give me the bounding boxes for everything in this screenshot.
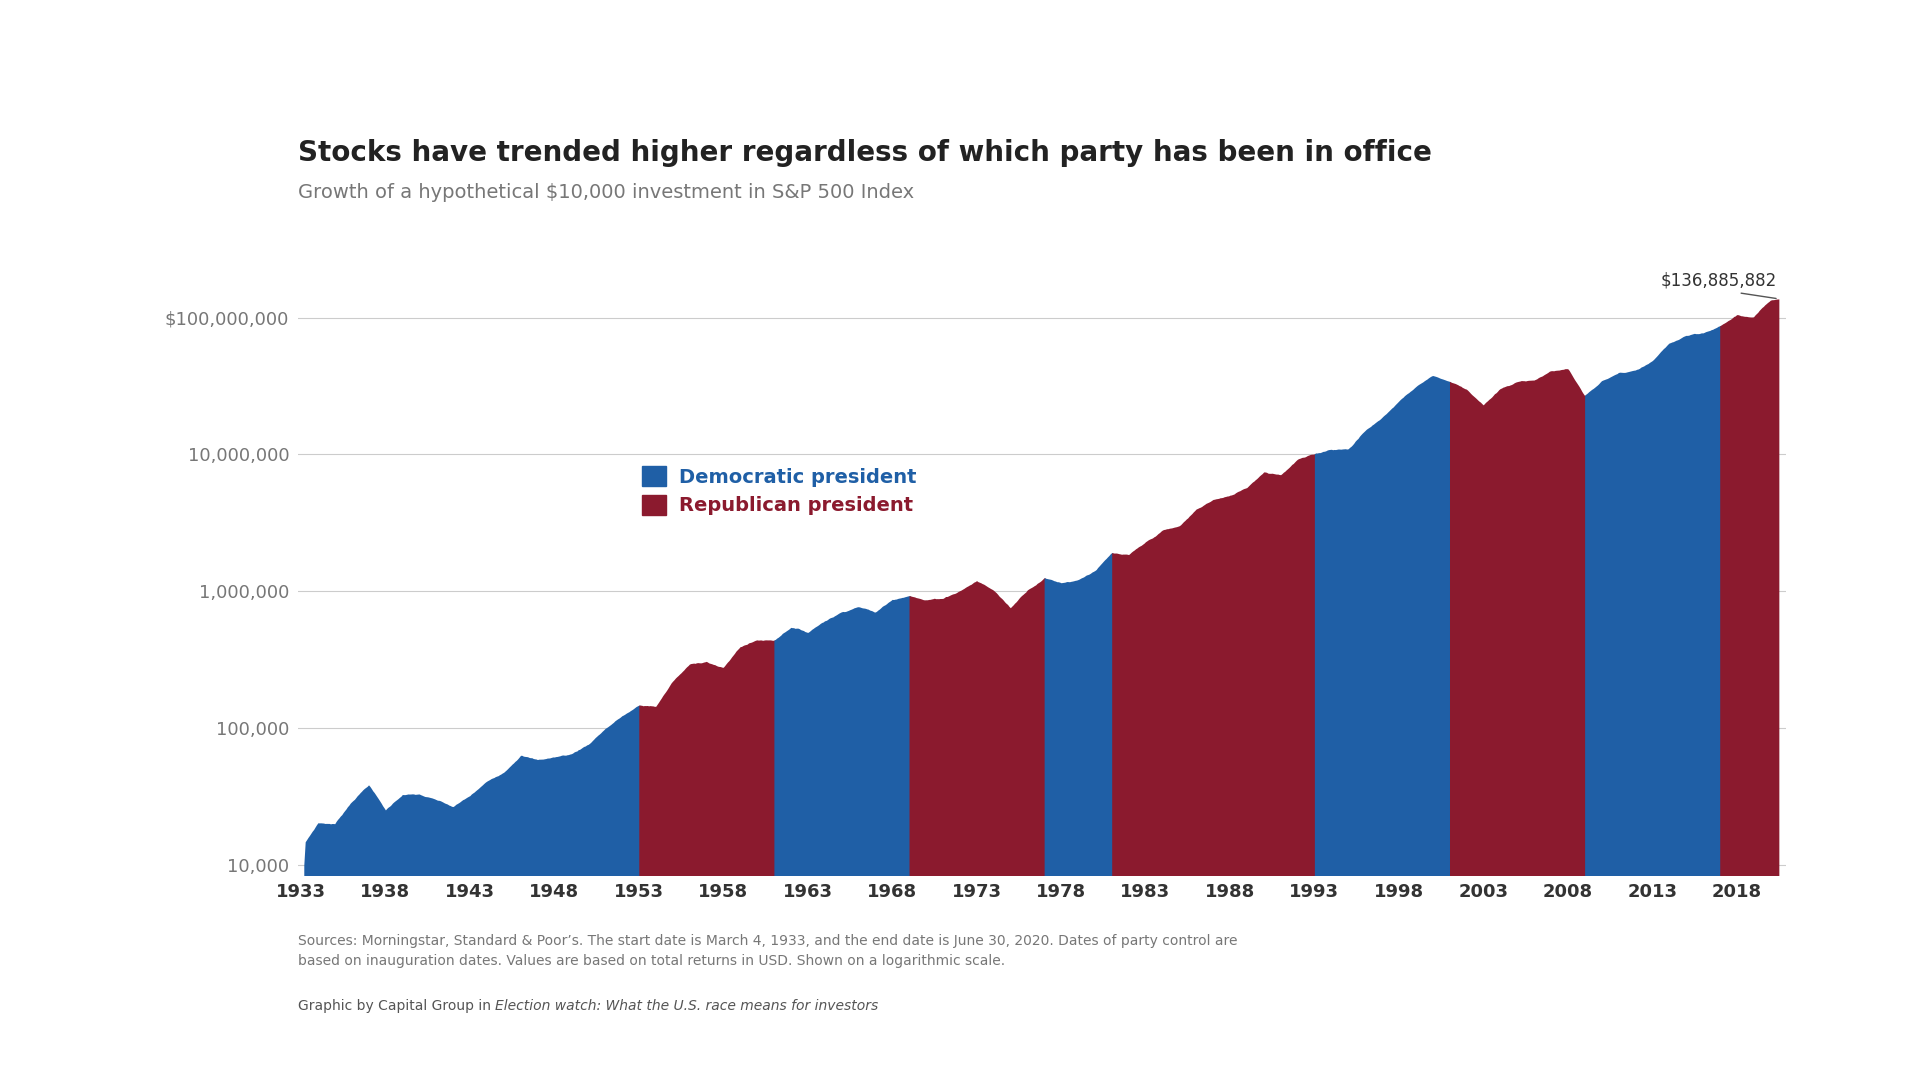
Text: Graphic by Capital Group in: Graphic by Capital Group in bbox=[298, 999, 495, 1013]
Text: Stocks have trended higher regardless of which party has been in office: Stocks have trended higher regardless of… bbox=[298, 139, 1432, 167]
Text: Election watch: What the U.S. race means for investors: Election watch: What the U.S. race means… bbox=[495, 999, 877, 1013]
Text: Growth of a hypothetical $10,000 investment in S&P 500 Index: Growth of a hypothetical $10,000 investm… bbox=[298, 183, 914, 202]
Text: Sources: Morningstar, Standard & Poor’s. The start date is March 4, 1933, and th: Sources: Morningstar, Standard & Poor’s.… bbox=[298, 934, 1236, 968]
Text: $136,885,882: $136,885,882 bbox=[1661, 272, 1776, 298]
Legend: Democratic president, Republican president: Democratic president, Republican preside… bbox=[636, 459, 925, 523]
